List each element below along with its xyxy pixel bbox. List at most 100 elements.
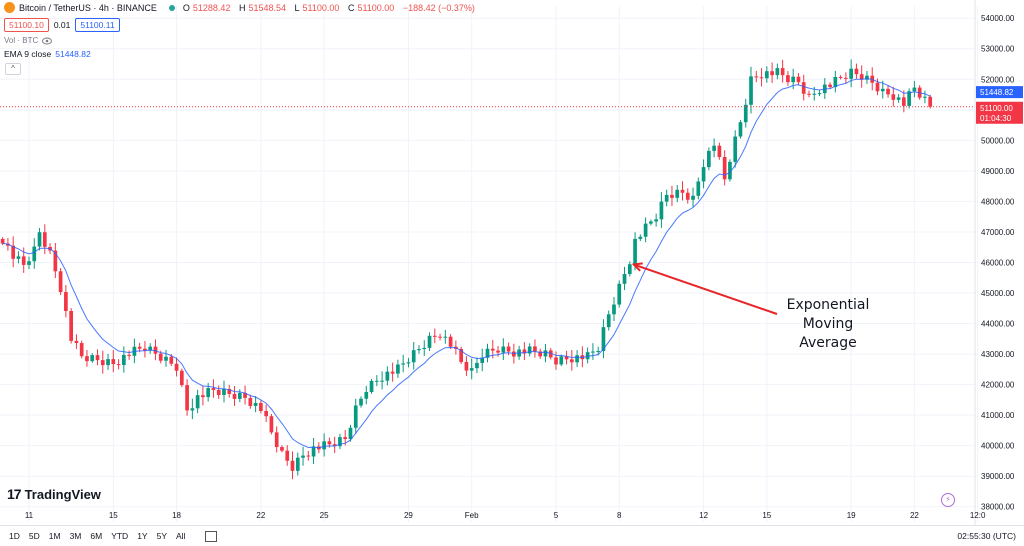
candle-body [501,346,506,353]
candle-body [227,388,232,394]
range-button-3m[interactable]: 3M [69,531,82,541]
candle-body [127,354,131,356]
candle-body [496,350,500,353]
y-tick-label: 42000.00 [981,381,1015,390]
candle-body [359,398,363,406]
candle-body [617,283,622,305]
candle-body [923,96,927,98]
arrow-head [631,262,643,272]
sell-price-button[interactable]: 51100.10 [4,18,49,32]
candle-body [559,356,564,365]
y-tick-label: 50000.00 [981,136,1015,145]
calendar-icon[interactable] [205,530,218,542]
range-button-1m[interactable]: 1M [48,531,61,541]
range-button-ytd[interactable]: YTD [111,531,129,541]
candle-body [396,364,400,374]
candle-body [891,94,896,100]
candle-body [285,450,290,461]
y-tick-label: 49000.00 [981,167,1015,176]
candle-body [912,87,917,92]
candle-body [42,232,47,247]
range-button-5d[interactable]: 5D [28,531,40,541]
range-button-6m[interactable]: 6M [90,531,103,541]
candle-body [106,359,110,366]
candle-body [585,352,590,360]
candle-body [122,354,126,365]
candle-body [432,335,437,337]
x-tick-label: 22 [910,511,919,520]
symbol-title[interactable]: Bitcoin / TetherUS · 4h · BINANCE [19,2,157,13]
candle-body [907,91,911,106]
eye-icon[interactable] [42,37,53,45]
lightning-icon[interactable]: ⚡ [941,493,955,507]
candle-body [680,189,685,193]
candle-body [311,446,316,457]
candle-body [427,335,432,348]
candle-body [796,76,801,83]
candle-body [569,359,574,363]
candle-body [733,136,738,162]
chart-header: Bitcoin / TetherUS · 4h · BINANCE O 51288… [4,2,478,13]
candle-body [280,447,284,451]
candle-body [538,351,543,357]
ema-legend[interactable]: EMA 9 close 51448.82 [4,49,91,59]
y-tick-label: 41000.00 [981,411,1015,420]
candle-body [490,348,495,351]
candle-body [211,388,216,390]
candle-body [390,371,395,374]
candle-body [353,405,358,428]
candle-body [16,256,21,259]
annotation-arrow [631,262,778,315]
x-tick-label: 5 [554,511,559,520]
candle-body [701,167,706,182]
candle-body [327,441,332,445]
candle-body [79,343,84,357]
y-tick-label: 44000.00 [981,320,1015,329]
candle-body [6,243,10,246]
utc-clock[interactable]: 02:55:30 (UTC) [957,531,1016,541]
candle-body [775,68,780,76]
candle-body [738,122,743,137]
candle-body [158,353,163,361]
ema-line [2,78,931,449]
y-tick-label: 40000.00 [981,442,1015,451]
buy-price-button[interactable]: 51100.11 [75,18,120,32]
candle-body [527,346,532,354]
candle-body [32,246,37,262]
candle-body [69,310,73,341]
candle-body [11,245,16,259]
candle-body [111,359,116,365]
x-tick-label: 25 [320,511,329,520]
candle-body [274,432,279,448]
candle-body [216,389,221,395]
candle-body [807,93,811,95]
y-tick-label: 48000.00 [981,197,1015,206]
bottom-toolbar: 1D 5D 1M 3M 6M YTD 1Y 5Y All 02:55:30 (UTC) [0,525,1024,546]
candle-body [854,68,859,75]
candle-body [21,256,26,265]
candle-body [348,427,353,440]
candle-body [722,157,727,180]
candle-body [812,93,817,95]
brand-name: TradingView [24,486,101,502]
last-price-tag-bg [976,101,1023,114]
candle-body [222,388,226,395]
candle-body [369,380,374,393]
candle-body [859,74,864,80]
candle-body [480,357,485,363]
collapse-legend-button[interactable]: ^ [5,63,21,75]
range-button-1d[interactable]: 1D [9,531,20,541]
candle-body [0,238,5,244]
range-button-1y[interactable]: 1Y [137,531,148,541]
candle-body [417,349,421,351]
range-button-all[interactable]: All [176,531,186,541]
candle-body [264,411,268,417]
x-tick-label: 19 [847,511,856,520]
candle-body [612,304,616,315]
x-tick-label: 29 [404,511,413,520]
y-tick-label: 38000.00 [981,503,1015,512]
volume-label: Vol · BTC [4,36,39,45]
tradingview-mark-icon: 17 [7,486,22,502]
range-button-5y[interactable]: 5Y [156,531,167,541]
